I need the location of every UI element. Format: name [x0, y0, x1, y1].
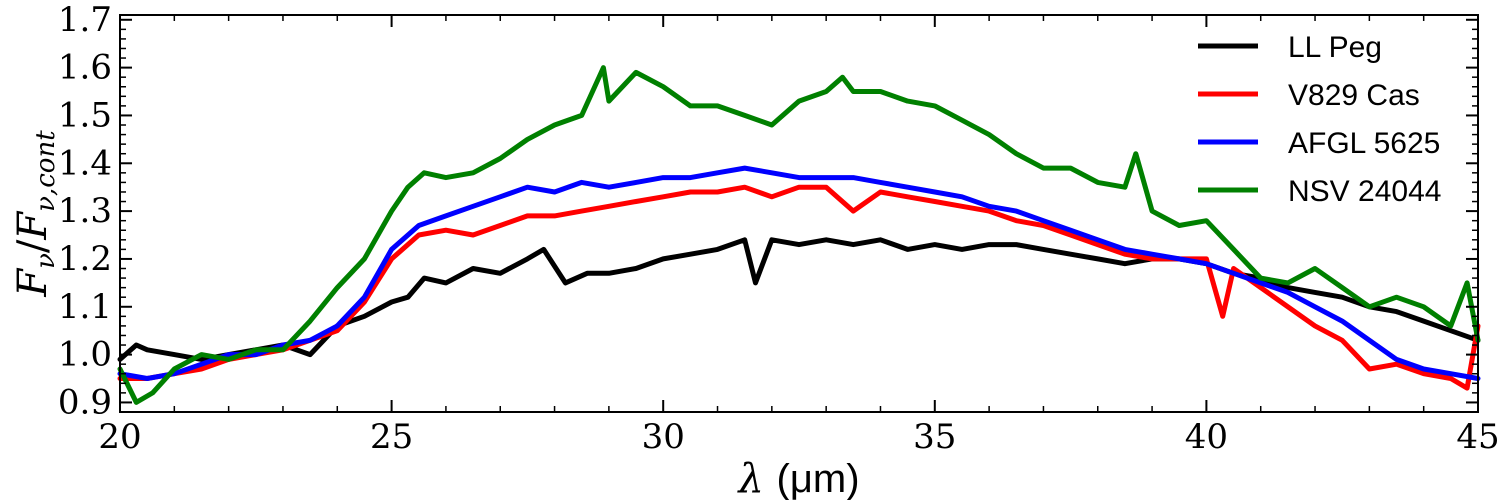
x-tick-label: 45	[1456, 417, 1499, 457]
legend-label: NSV 24044	[1288, 175, 1441, 208]
y-tick-label: 1.1	[58, 287, 112, 327]
y-tick-label: 1.7	[58, 0, 112, 40]
y-tick-label: 1.6	[58, 48, 112, 88]
plot-frame	[119, 14, 1479, 413]
x-axis-title: λ (μm)	[736, 456, 859, 500]
axis-ticks: 20 25 30 35 40 45 0.9 1.0 1.1 1.2 1.3 1.4 1.5 1.6 1.7	[58, 0, 1500, 457]
series-line-v829-cas	[117, 184, 1481, 391]
y-tick-label: 1.0	[58, 335, 112, 375]
x-tick-label: 30	[642, 417, 685, 457]
y-tick-label: 0.9	[58, 382, 112, 422]
series-line-afgl-5625	[117, 165, 1481, 381]
y-tick-label: 1.5	[58, 95, 112, 135]
y-tick-label: 1.3	[58, 191, 112, 231]
legend-label: LL Peg	[1288, 31, 1382, 64]
legend: LL Peg V829 Cas AFGL 5625 NSV 24044	[1198, 31, 1441, 208]
y-tick-label: 1.4	[58, 143, 112, 183]
series-line-nsv-24044	[117, 65, 1481, 405]
x-tick-label: 35	[913, 417, 956, 457]
x-tick-label: 20	[98, 417, 141, 457]
y-tick-label: 1.2	[58, 239, 112, 279]
x-tick-label: 40	[1185, 417, 1228, 457]
x-tick-label: 25	[370, 417, 413, 457]
series-lines	[117, 65, 1481, 405]
legend-label: V829 Cas	[1288, 79, 1420, 112]
legend-label: AFGL 5625	[1288, 127, 1440, 160]
y-axis-title: Fν/Fν,cont	[10, 130, 61, 298]
